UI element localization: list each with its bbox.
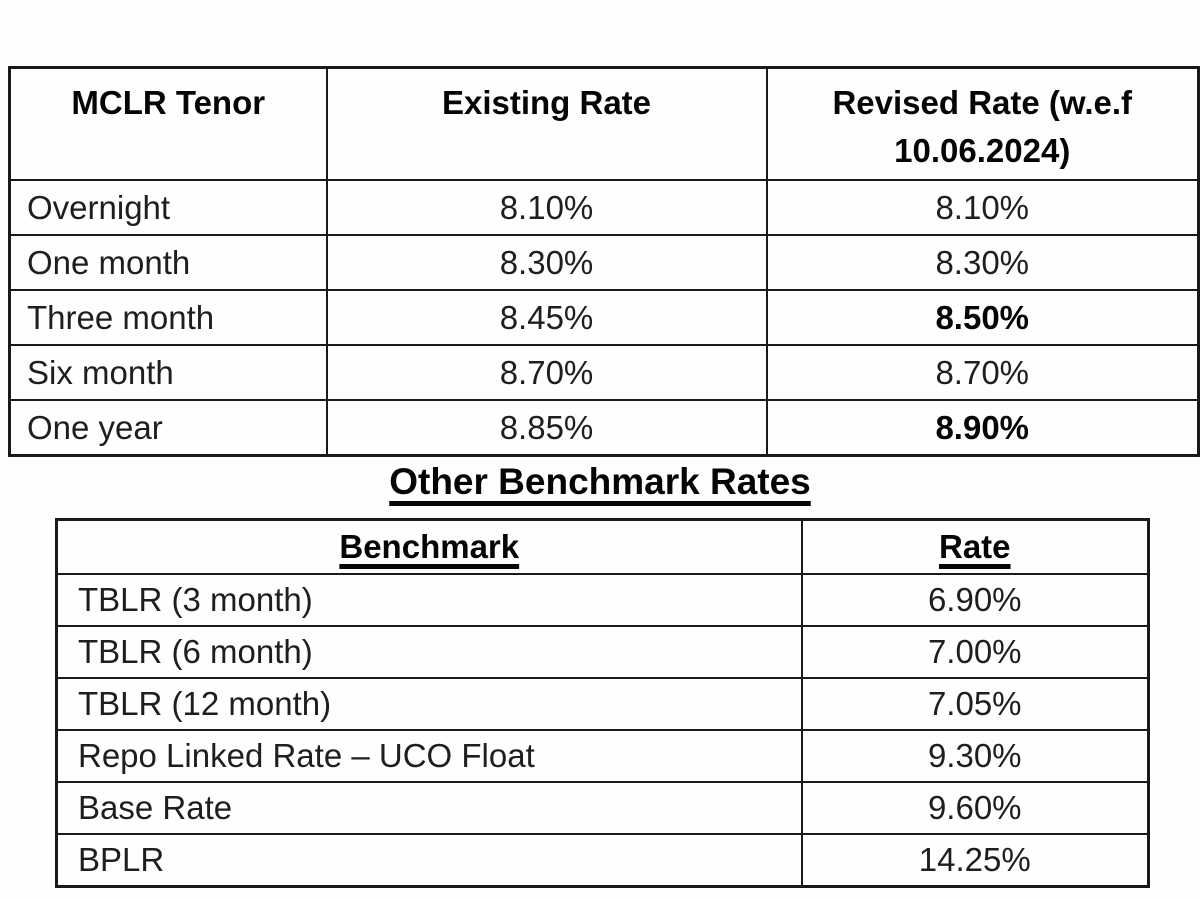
benchmark-table-row: TBLR (12 month) 7.05%: [55, 677, 1150, 731]
benchmark-cell: Repo Linked Rate – UCO Float: [55, 729, 803, 783]
benchmark-table-row: TBLR (3 month) 6.90%: [55, 573, 1150, 627]
tenor-cell: Overnight: [8, 179, 328, 236]
benchmark-table-row: Base Rate 9.60%: [55, 781, 1150, 835]
rate-cell: 6.90%: [800, 573, 1150, 627]
section-title: Other Benchmark Rates: [389, 461, 811, 502]
mclr-table-row: Six month 8.70% 8.70%: [8, 344, 1200, 401]
benchmark-cell: TBLR (3 month): [55, 573, 803, 627]
existing-rate-cell: 8.10%: [325, 179, 768, 236]
tenor-cell: One month: [8, 234, 328, 291]
rate-cell: 14.25%: [800, 833, 1150, 888]
mclr-header-tenor: MCLR Tenor: [8, 66, 328, 181]
mclr-table-row: Overnight 8.10% 8.10%: [8, 179, 1200, 236]
mclr-table-row: One month 8.30% 8.30%: [8, 234, 1200, 291]
mclr-rate-table: MCLR Tenor Existing Rate Revised Rate (w…: [8, 66, 1200, 457]
revised-rate-cell: 8.30%: [765, 234, 1200, 291]
benchmark-table-body: TBLR (3 month) 6.90% TBLR (6 month) 7.00…: [55, 573, 1150, 888]
mclr-header-existing-rate: Existing Rate: [325, 66, 768, 181]
benchmark-cell: TBLR (12 month): [55, 677, 803, 731]
tenor-cell: Six month: [8, 344, 328, 401]
existing-rate-cell: 8.70%: [325, 344, 768, 401]
rate-cell: 7.00%: [800, 625, 1150, 679]
tenor-cell: Three month: [8, 289, 328, 346]
mclr-header-revised-rate: Revised Rate (w.e.f 10.06.2024): [765, 66, 1200, 181]
benchmark-cell: TBLR (6 month): [55, 625, 803, 679]
benchmark-cell: Base Rate: [55, 781, 803, 835]
mclr-table-row: Three month 8.45% 8.50%: [8, 289, 1200, 346]
revised-rate-cell: 8.50%: [765, 289, 1200, 346]
mclr-table-body: Overnight 8.10% 8.10% One month 8.30% 8.…: [8, 179, 1200, 457]
existing-rate-cell: 8.45%: [325, 289, 768, 346]
benchmark-header-label: Benchmark: [339, 528, 520, 565]
revised-rate-cell: 8.10%: [765, 179, 1200, 236]
rate-header-label: Rate: [938, 528, 1011, 565]
benchmark-header-rate: Rate: [800, 518, 1150, 575]
mclr-table-row: One year 8.85% 8.90%: [8, 399, 1200, 457]
benchmark-header-row: Benchmark Rate: [55, 518, 1150, 575]
existing-rate-cell: 8.30%: [325, 234, 768, 291]
revised-rate-cell: 8.90%: [765, 399, 1200, 457]
revised-rate-cell: 8.70%: [765, 344, 1200, 401]
rate-cell: 7.05%: [800, 677, 1150, 731]
benchmark-header-benchmark: Benchmark: [55, 518, 803, 575]
benchmark-cell: BPLR: [55, 833, 803, 888]
rate-cell: 9.30%: [800, 729, 1150, 783]
existing-rate-cell: 8.85%: [325, 399, 768, 457]
tenor-cell: One year: [8, 399, 328, 457]
benchmark-table-row: TBLR (6 month) 7.00%: [55, 625, 1150, 679]
benchmark-table-row: BPLR 14.25%: [55, 833, 1150, 888]
benchmark-table-row: Repo Linked Rate – UCO Float 9.30%: [55, 729, 1150, 783]
mclr-header-row: MCLR Tenor Existing Rate Revised Rate (w…: [8, 66, 1200, 181]
rate-cell: 9.60%: [800, 781, 1150, 835]
benchmark-rate-table: Benchmark Rate TBLR (3 month) 6.90% TBLR…: [55, 518, 1150, 888]
